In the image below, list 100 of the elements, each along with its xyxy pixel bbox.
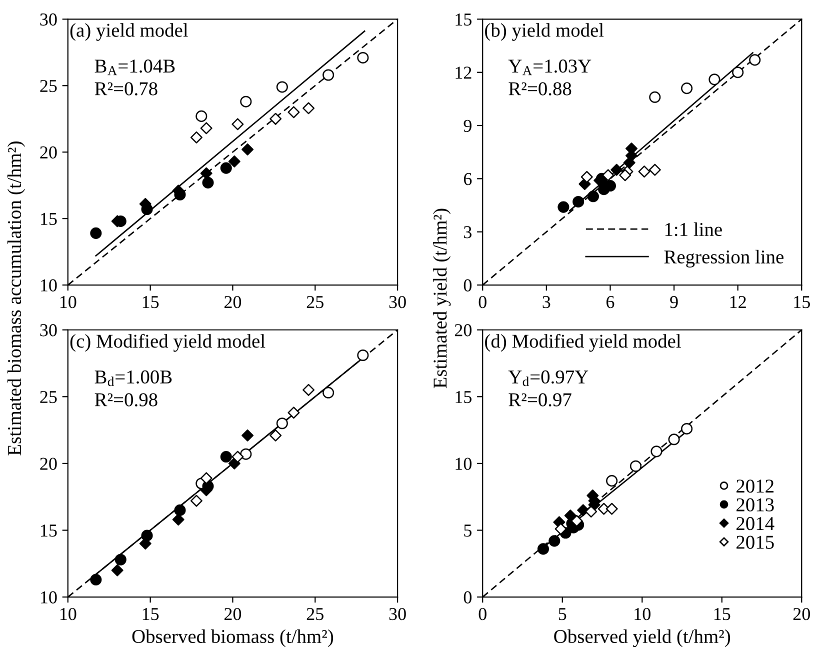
x-tick-label: 10: [634, 608, 650, 620]
point: [202, 176, 214, 188]
y-tick-label: 9: [464, 120, 472, 132]
point: [610, 164, 623, 176]
legend-label: 2013: [736, 498, 774, 512]
point: [548, 535, 560, 547]
legend-label: 2012: [736, 480, 774, 493]
y-tick-label: 12: [456, 66, 472, 79]
point: [357, 349, 369, 362]
chart-title: (b) yield model: [485, 23, 604, 41]
y-tick-label: 25: [40, 80, 57, 92]
point: [288, 106, 300, 118]
x-tick-label: 10: [60, 608, 76, 620]
point: [220, 162, 232, 174]
point: [606, 475, 618, 487]
y-tick-label: 3: [464, 226, 472, 238]
y-tick-label: 15: [456, 14, 472, 26]
point: [200, 472, 212, 484]
point: [619, 169, 632, 182]
x-tick-label: 5: [558, 608, 566, 620]
y-tick-label: 20: [40, 146, 57, 159]
point: [200, 122, 212, 134]
x-tick-label: 6: [606, 296, 614, 308]
annotation: Y$_{d}$=0.97Y: [508, 370, 588, 386]
point: [220, 450, 232, 463]
point: [242, 429, 254, 442]
chart-title: (a) yield model: [70, 23, 188, 41]
legend-label: Regression line: [664, 250, 784, 268]
y-axis-title: Estimated biomass accumulation (t/hm²): [7, 142, 26, 456]
y-tick-label: 10: [41, 591, 57, 604]
point: [604, 180, 616, 192]
point: [572, 196, 584, 208]
point: [228, 155, 240, 168]
point: [200, 167, 212, 180]
point: [322, 69, 334, 81]
y-tick-label: 5: [464, 524, 472, 537]
point: [276, 418, 288, 430]
y-axis-title: Estimated yield (t/hm²): [433, 208, 451, 388]
point: [172, 514, 184, 526]
point: [114, 554, 126, 566]
point: [232, 450, 244, 463]
x-tick-label: 30: [389, 608, 406, 620]
x-tick-label: 15: [794, 296, 810, 308]
x-tick-label: 30: [389, 296, 406, 308]
point: [240, 448, 252, 460]
legend-label: 2015: [736, 536, 774, 549]
x-tick-label: 20: [224, 296, 242, 308]
legend-label: 2014: [736, 517, 774, 530]
annotation: Y$_{A}$=1.03Y: [508, 60, 592, 76]
y-tick-label: 0: [464, 591, 472, 604]
point: [649, 91, 661, 103]
x-tick-label: 3: [542, 296, 550, 308]
point: [276, 81, 288, 93]
x-tick-label: 15: [142, 296, 159, 308]
point: [587, 190, 599, 202]
annotation: B$_{A}$=1.04B: [94, 60, 175, 76]
y-tick-label: 15: [41, 524, 57, 537]
annotation: R²=0.78: [94, 82, 158, 96]
point: [630, 460, 642, 472]
point: [708, 74, 720, 86]
point: [580, 170, 593, 183]
x-tick-label: 20: [224, 608, 242, 620]
point: [537, 543, 550, 555]
point: [650, 446, 662, 458]
point: [302, 384, 315, 396]
point: [90, 574, 102, 586]
x-tick-label: 25: [306, 296, 324, 308]
x-tick-label: 25: [306, 608, 324, 620]
y-tick-label: 30: [40, 13, 57, 26]
annotation: R²=0.98: [94, 393, 158, 406]
y-tick-label: 10: [41, 279, 57, 292]
annotation: R²=0.88: [508, 82, 572, 96]
annotation: B$_{d}$=1.00B: [94, 370, 172, 386]
point: [357, 52, 369, 64]
y-tick-label: 6: [464, 172, 472, 186]
y-tick-label: 20: [40, 458, 57, 470]
point: [681, 82, 693, 94]
chart-title: (d) Modified yield model: [485, 334, 681, 352]
legend-label: 1:1 line: [665, 222, 722, 236]
point: [90, 227, 102, 239]
annotation: R²=0.97: [508, 393, 572, 406]
x-tick-label: 0: [478, 296, 486, 308]
point: [111, 564, 124, 576]
point: [190, 494, 202, 507]
point: [270, 429, 282, 442]
point: [749, 54, 761, 66]
point: [190, 131, 202, 144]
point: [232, 118, 244, 130]
y-tick-label: 25: [40, 390, 57, 404]
point: [242, 143, 254, 156]
x-tick-label: 10: [60, 296, 76, 308]
point: [288, 406, 300, 419]
x-tick-label: 0: [478, 608, 486, 620]
point: [668, 434, 680, 446]
point: [606, 502, 618, 515]
point: [638, 166, 650, 178]
point: [174, 504, 186, 516]
x-axis-title: Observed biomass (t/hm²): [132, 629, 334, 648]
x-tick-label: 9: [670, 296, 678, 308]
chart-title: (c) Modified yield model: [70, 334, 266, 352]
